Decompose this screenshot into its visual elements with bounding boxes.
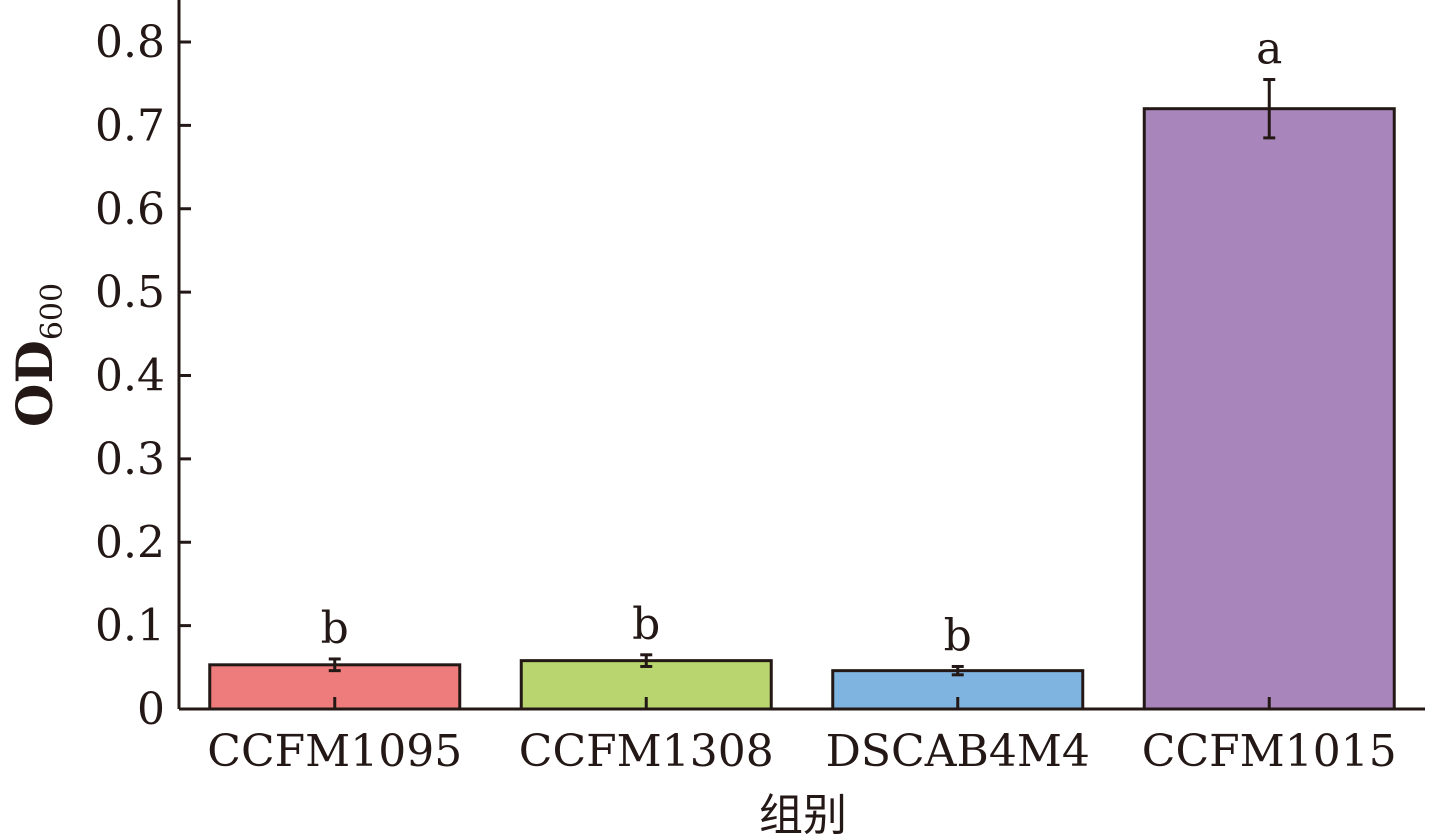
- x-tick-label: DSCAB4M4: [826, 726, 1090, 777]
- y-tick-label: 0.4: [95, 351, 165, 402]
- y-tick-label: 0.8: [95, 17, 165, 68]
- y-tick-label: 0.5: [95, 267, 165, 318]
- bar-ccfm1015: [1142, 107, 1396, 711]
- x-tick-label: CCFM1015: [1142, 726, 1397, 777]
- x-axis-title: 组别: [759, 790, 847, 839]
- y-tick-label: 0.2: [95, 517, 165, 568]
- significance-label: b: [632, 599, 660, 650]
- svg-text:OD600: OD600: [5, 283, 70, 427]
- significance-label: b: [321, 603, 349, 654]
- y-tick-label: 0.6: [95, 184, 165, 235]
- y-axis-title: OD600: [5, 283, 70, 427]
- significance-label: b: [944, 610, 972, 661]
- y-axis-title-main: OD: [5, 340, 64, 427]
- y-axis-title-subscript: 600: [35, 283, 70, 340]
- x-tick-label: CCFM1095: [207, 726, 462, 777]
- x-tick-label: CCFM1308: [519, 726, 774, 777]
- y-tick-label: 0.7: [95, 100, 165, 151]
- y-tick-label: 0.3: [95, 434, 165, 485]
- y-tick-label: 0: [137, 684, 165, 735]
- y-tick-label: 0.1: [95, 601, 165, 652]
- significance-label: a: [1256, 24, 1282, 75]
